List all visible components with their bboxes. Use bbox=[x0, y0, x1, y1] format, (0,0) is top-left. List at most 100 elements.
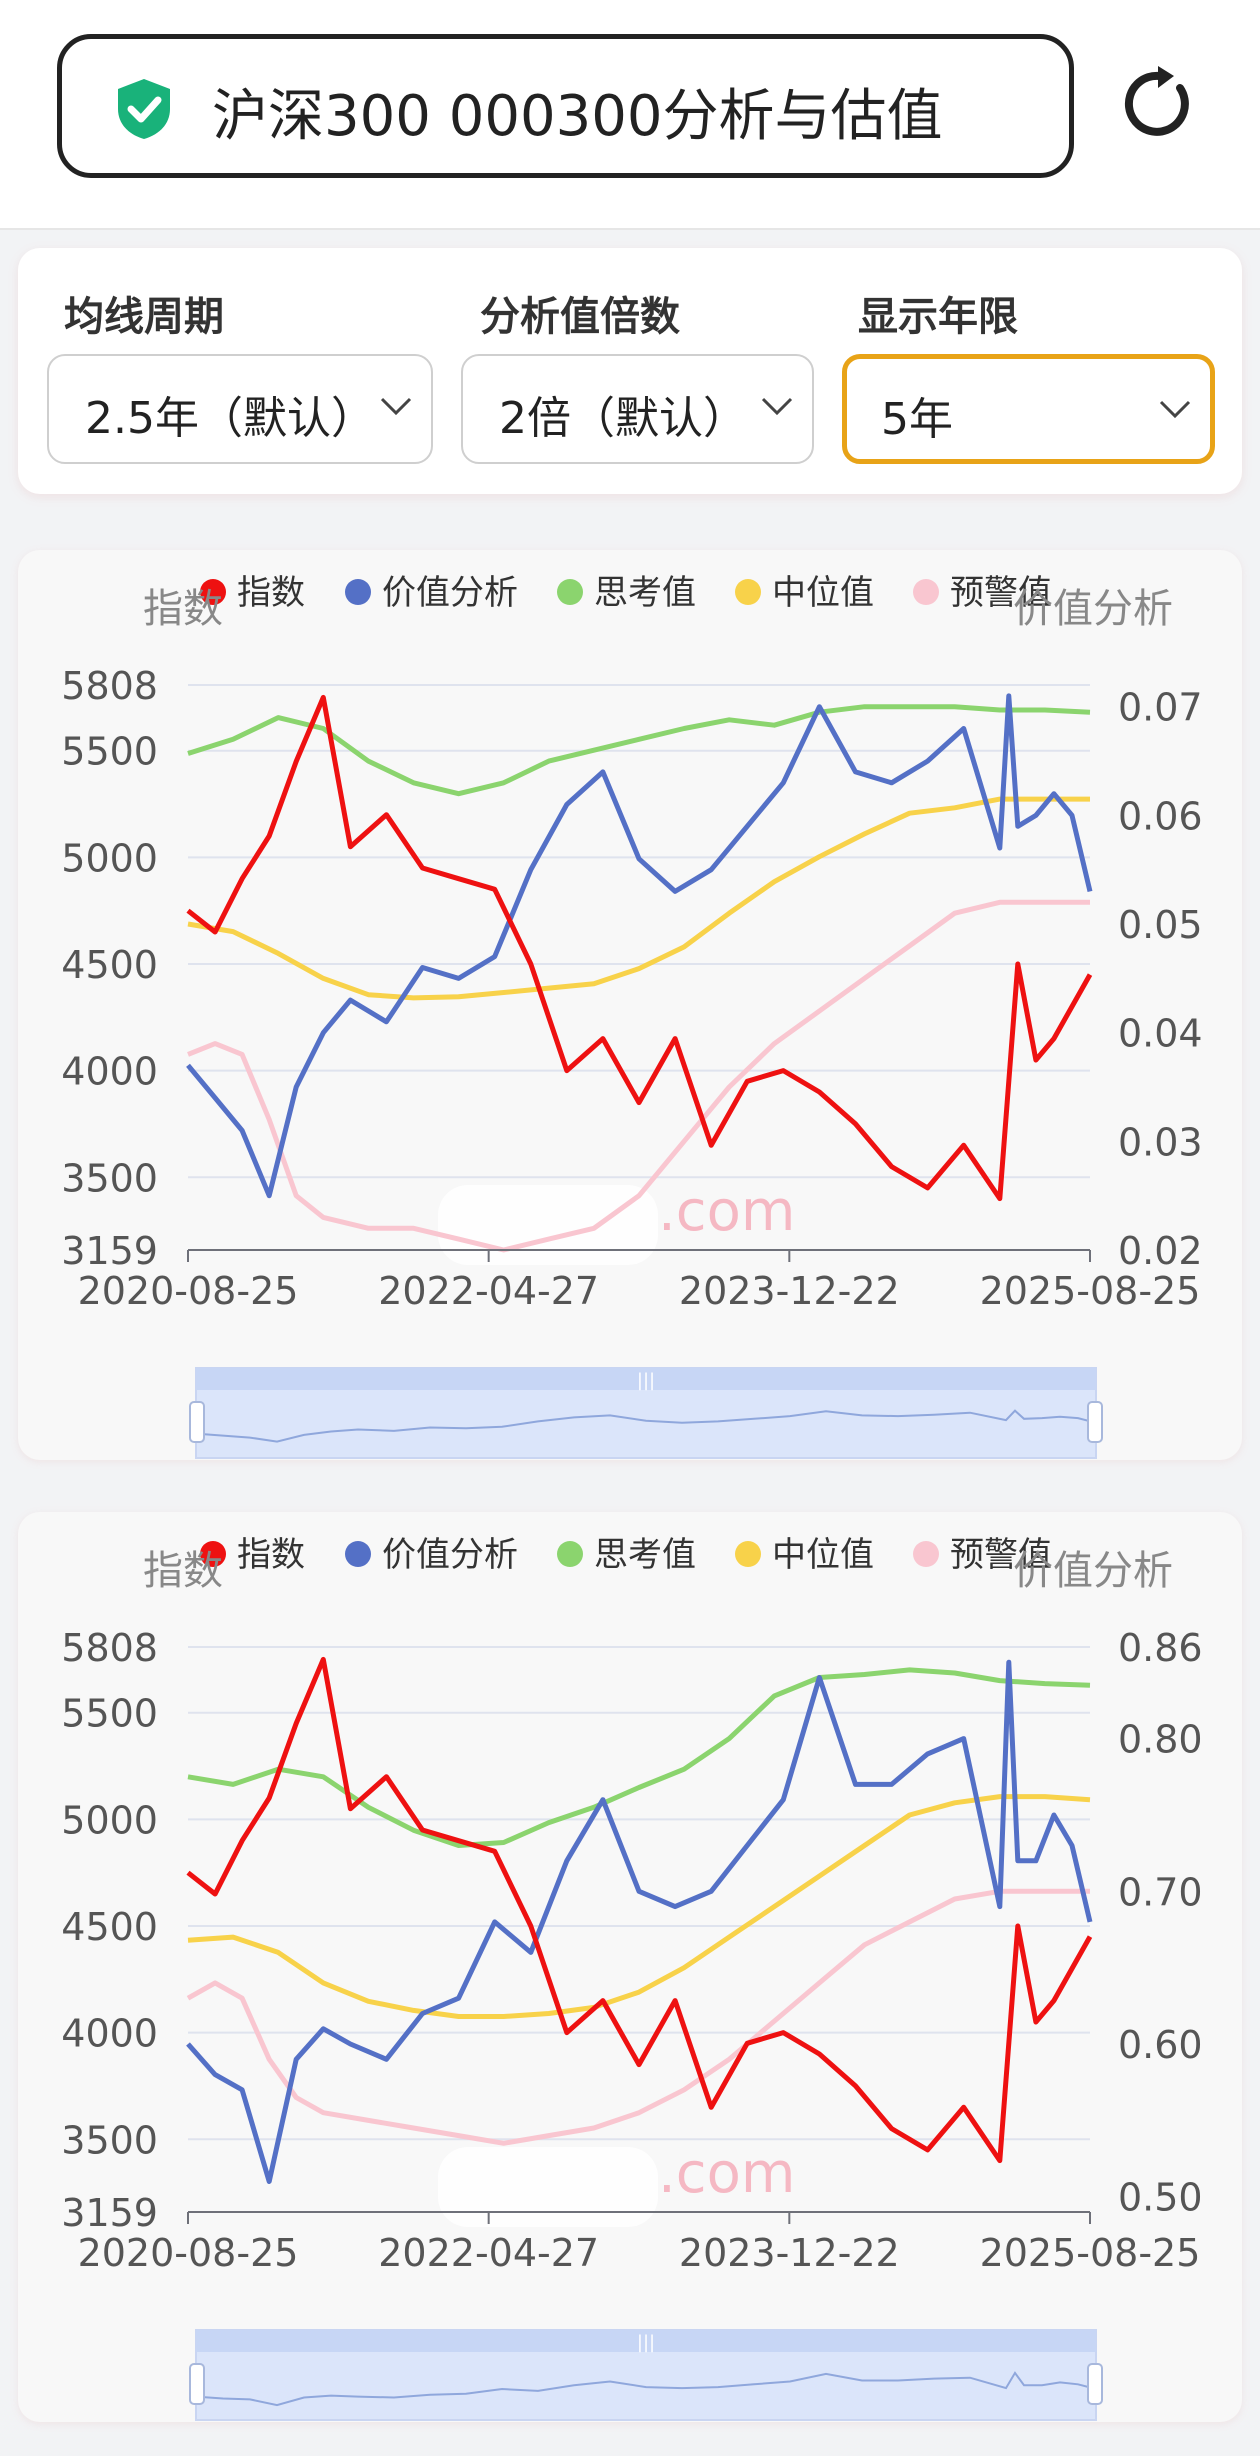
chevron-down-icon bbox=[1159, 400, 1191, 419]
left-tick-label: 5000 bbox=[61, 836, 158, 880]
right-tick-label: 0.04 bbox=[1118, 1012, 1203, 1056]
data-zoom-slider[interactable]: ||| bbox=[189, 2329, 1103, 2421]
watermark-text: .com bbox=[658, 2141, 795, 2206]
series-line-思考值 bbox=[187, 1667, 1091, 1848]
left-tick-label: 3500 bbox=[61, 2118, 158, 2162]
watermark-text: .com bbox=[658, 1179, 795, 1244]
left-tick-label: 3159 bbox=[61, 1229, 158, 1273]
legend-marker[interactable] bbox=[913, 1541, 939, 1567]
legend-label[interactable]: 中位值 bbox=[772, 1535, 874, 1575]
left-axis-title: 指数 bbox=[143, 586, 223, 632]
chart-canvas: 指数 价值分析 思考值 中位值 预警值 指数 价值分析 5808 5500 5000 4500 400… bbox=[61, 1535, 1203, 2421]
legend-marker[interactable] bbox=[345, 1541, 371, 1567]
left-tick-label: 5500 bbox=[61, 730, 158, 774]
ma-period-select[interactable]: 2.5年（默认） bbox=[47, 354, 433, 464]
series-line-预警值 bbox=[187, 899, 1090, 1253]
legend-marker[interactable] bbox=[557, 579, 583, 605]
chevron-down-icon bbox=[761, 397, 793, 416]
refresh-icon[interactable] bbox=[1122, 66, 1198, 142]
legend-label[interactable]: 思考值 bbox=[594, 573, 696, 613]
x-tick-label: 2022-04-27 bbox=[378, 1269, 599, 1313]
zoom-top-bar[interactable] bbox=[196, 1368, 1096, 1390]
right-tick-label: 0.07 bbox=[1118, 686, 1203, 730]
x-tick-label: 2023-12-22 bbox=[679, 2231, 900, 2275]
watermark-blur bbox=[438, 2147, 658, 2227]
series-line-思考值 bbox=[187, 704, 1091, 797]
chart-canvas: 指数 价值分析 思考值 中位值 预警值 指数 价值分析 5808 5500 5000 4500 400… bbox=[61, 573, 1203, 1459]
valuation-chart-2: 指数 价值分析 思考值 中位值 预警值 指数 价值分析 5808 5500 5000 4500 400… bbox=[18, 1512, 1242, 2422]
legend-marker[interactable] bbox=[735, 1541, 761, 1567]
right-tick-label: 0.02 bbox=[1118, 1229, 1203, 1273]
left-tick-label: 5808 bbox=[61, 664, 158, 708]
series-line-中位值 bbox=[187, 796, 1090, 1001]
filter-label-years: 显示年限 bbox=[858, 294, 1018, 340]
watermark-blur bbox=[438, 1185, 658, 1265]
series-line-价值分析 bbox=[186, 693, 1093, 1199]
right-axis-title: 价值分析 bbox=[1013, 586, 1173, 632]
series-line-预警值 bbox=[186, 1888, 1090, 2146]
x-tick-label: 2022-04-27 bbox=[378, 2231, 599, 2275]
left-axis-title: 指数 bbox=[143, 1548, 223, 1594]
zoom-handle-right[interactable] bbox=[1087, 2363, 1103, 2405]
title-box[interactable]: 沪深300 000300分析与估值 bbox=[57, 34, 1074, 178]
legend-label[interactable]: 价值分析 bbox=[382, 573, 518, 613]
left-tick-label: 5808 bbox=[61, 1626, 158, 1670]
legend-marker[interactable] bbox=[200, 579, 226, 605]
data-zoom-slider[interactable]: ||| bbox=[189, 1367, 1103, 1459]
x-tick-label: 2025-08-25 bbox=[980, 2231, 1201, 2275]
right-tick-label: 0.60 bbox=[1118, 2023, 1203, 2067]
right-tick-label: 0.05 bbox=[1118, 903, 1203, 947]
zoom-preview-line bbox=[195, 2371, 1097, 2407]
app-header: 沪深300 000300分析与估值 bbox=[0, 0, 1260, 230]
legend-label[interactable]: 指数 bbox=[237, 573, 305, 613]
left-tick-label: 4500 bbox=[61, 943, 158, 987]
left-tick-label: 5000 bbox=[61, 1798, 158, 1842]
left-tick-label: 3159 bbox=[61, 2191, 158, 2235]
right-tick-label: 0.03 bbox=[1118, 1120, 1203, 1164]
x-tick-label: 2023-12-22 bbox=[679, 1269, 900, 1313]
zoom-handle-right[interactable] bbox=[1087, 1401, 1103, 1443]
left-tick-label: 5500 bbox=[61, 1692, 158, 1736]
x-tick-label: 2020-08-25 bbox=[78, 1269, 299, 1313]
legend-label[interactable]: 预警值 bbox=[950, 1535, 1052, 1575]
right-tick-label: 0.80 bbox=[1118, 1718, 1203, 1762]
filter-panel: 均线周期 分析值倍数 显示年限 2.5年（默认） 2倍（默认） 5年 bbox=[18, 248, 1242, 494]
zoom-top-bar[interactable] bbox=[196, 2330, 1096, 2352]
legend-marker[interactable] bbox=[913, 579, 939, 605]
right-tick-label: 0.86 bbox=[1118, 1626, 1203, 1670]
zoom-handle-left[interactable] bbox=[189, 1401, 205, 1443]
right-tick-label: 0.50 bbox=[1118, 2176, 1203, 2220]
left-tick-label: 3500 bbox=[61, 1156, 158, 1200]
legend-label[interactable]: 预警值 bbox=[950, 573, 1052, 613]
zoom-grip-icon[interactable]: ||| bbox=[637, 2332, 655, 2353]
zoom-preview-line bbox=[195, 1409, 1097, 1443]
legend-label[interactable]: 价值分析 bbox=[382, 1535, 518, 1575]
legend-label[interactable]: 思考值 bbox=[594, 1535, 696, 1575]
legend-marker[interactable] bbox=[345, 579, 371, 605]
multiplier-value: 2倍（默认） bbox=[499, 393, 747, 444]
years-value: 5年 bbox=[881, 394, 953, 445]
multiplier-select[interactable]: 2倍（默认） bbox=[461, 354, 814, 464]
x-tick-label: 2025-08-25 bbox=[980, 1269, 1201, 1313]
right-tick-label: 0.06 bbox=[1118, 794, 1203, 838]
chevron-down-icon bbox=[380, 397, 412, 416]
zoom-grip-icon[interactable]: ||| bbox=[637, 1370, 655, 1391]
legend-marker[interactable] bbox=[200, 1541, 226, 1567]
legend-label[interactable]: 中位值 bbox=[772, 573, 874, 613]
valuation-chart-1: 指数 价值分析 思考值 中位值 预警值 指数 价值分析 5808 5500 5000 4500 400… bbox=[18, 550, 1242, 1460]
years-select[interactable]: 5年 bbox=[842, 354, 1215, 464]
series-line-价值分析 bbox=[186, 1659, 1093, 2184]
left-tick-label: 4000 bbox=[61, 1050, 158, 1094]
zoom-handle-left[interactable] bbox=[189, 2363, 205, 2405]
legend-label[interactable]: 指数 bbox=[237, 1535, 305, 1575]
ma-period-value: 2.5年（默认） bbox=[85, 393, 375, 444]
left-tick-label: 4000 bbox=[61, 2012, 158, 2056]
filter-label-multiplier: 分析值倍数 bbox=[480, 294, 680, 340]
right-axis-title: 价值分析 bbox=[1013, 1548, 1173, 1594]
filter-label-ma-period: 均线周期 bbox=[64, 294, 224, 340]
page-title: 沪深300 000300分析与估值 bbox=[212, 84, 943, 149]
legend-marker[interactable] bbox=[557, 1541, 583, 1567]
left-tick-label: 4500 bbox=[61, 1905, 158, 1949]
x-tick-label: 2020-08-25 bbox=[78, 2231, 299, 2275]
legend-marker[interactable] bbox=[735, 579, 761, 605]
